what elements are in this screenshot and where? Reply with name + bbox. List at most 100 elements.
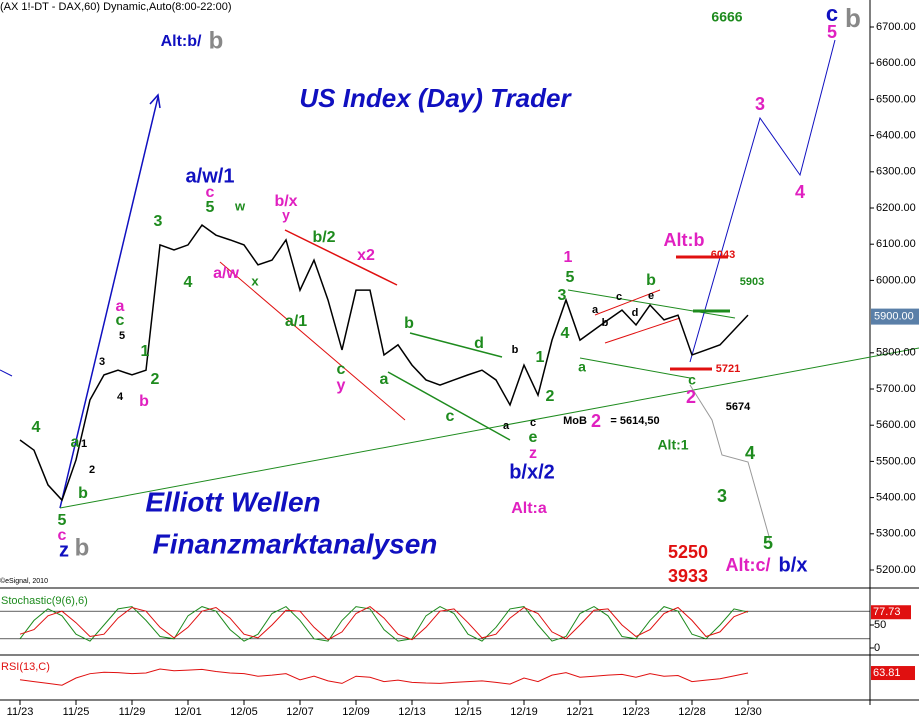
triangle-line xyxy=(567,289,736,319)
wave-label: c xyxy=(337,361,346,378)
wave-label: 4 xyxy=(795,182,805,202)
y-tick-label: 50 xyxy=(874,619,886,631)
x-tick-label: 12/01 xyxy=(174,706,202,718)
wave-label: 3 xyxy=(154,213,163,230)
wave-label: 5 xyxy=(566,269,575,286)
panel-title: Stochastic(9(6),6) xyxy=(1,595,88,607)
wave-label: b/x/2 xyxy=(509,461,555,483)
wave-label: a xyxy=(116,298,125,315)
wave-label: e xyxy=(529,429,538,446)
wave-label: 3933 xyxy=(668,566,708,586)
panel-title: RSI(13,C) xyxy=(1,661,50,673)
wave-label: 5 xyxy=(827,22,837,42)
wave-label: 4 xyxy=(184,274,193,291)
triangle-line xyxy=(579,357,691,379)
y-tick-label: 6400.00 xyxy=(876,130,916,142)
wave-label: c xyxy=(116,312,125,329)
copyright: ©eSignal, 2010 xyxy=(0,577,48,585)
wave-label: 1 xyxy=(141,343,150,360)
wave-label: x xyxy=(251,273,259,288)
wave-label: c xyxy=(206,184,215,201)
wave-label: e xyxy=(648,290,654,302)
y-tick-label: 5200.00 xyxy=(876,564,916,576)
channel-line xyxy=(284,229,398,286)
wave-label: 2 xyxy=(89,464,95,476)
wave-label: Alt:b/ xyxy=(161,33,202,50)
wave-label: 1 xyxy=(81,438,87,450)
wave-label: b/x xyxy=(274,193,297,210)
wave-label: b xyxy=(646,272,656,289)
wave-label: Elliott Wellen xyxy=(145,486,320,517)
wave-label: 5 xyxy=(58,512,67,529)
x-tick-label: 12/28 xyxy=(678,706,706,718)
wave-label: a xyxy=(578,359,586,375)
wave-label: Alt:b xyxy=(664,230,705,250)
y-tick-label: 6700.00 xyxy=(876,21,916,33)
wave-label: 2 xyxy=(591,411,601,431)
y-tick-label: 6200.00 xyxy=(876,202,916,214)
wave-label: 5250 xyxy=(668,542,708,562)
wave-label: 4 xyxy=(561,325,570,342)
arrow-head xyxy=(149,93,161,109)
y-tick-label: 5600.00 xyxy=(876,419,916,431)
projection xyxy=(689,384,771,541)
projection xyxy=(689,39,836,363)
wave-label: = 5614,50 xyxy=(610,415,659,427)
wave-label: b xyxy=(209,27,224,54)
wave-label: a xyxy=(503,420,510,432)
wave-label: a xyxy=(71,434,80,451)
series-line xyxy=(19,606,749,641)
series-line xyxy=(19,605,749,642)
y-tick-label: 6600.00 xyxy=(876,57,916,69)
wave-label: 4 xyxy=(117,391,124,403)
value-marker xyxy=(871,605,911,620)
wave-label: b/2 xyxy=(312,229,335,246)
wave-label: d xyxy=(632,307,639,319)
value-label: 77.73 xyxy=(873,606,901,618)
series-line xyxy=(19,223,749,502)
wave-label: y xyxy=(337,377,346,394)
wave-label: b/x xyxy=(779,554,808,576)
wave-label: a/w xyxy=(213,265,239,282)
wave-label: 5903 xyxy=(740,276,764,288)
wave-label: 6043 xyxy=(711,249,735,261)
value-marker xyxy=(871,666,915,681)
wave-label: Alt:c/ xyxy=(726,555,771,575)
wave-label: Alt:a xyxy=(511,500,547,517)
x-tick-label: 12/09 xyxy=(342,706,370,718)
x-tick-label: 11/23 xyxy=(7,706,34,718)
wave-label: Alt:1 xyxy=(657,437,688,453)
wave-label: y xyxy=(282,207,290,223)
x-tick-label: 11/25 xyxy=(63,706,90,718)
wave-label: 2 xyxy=(546,388,555,405)
y-tick-label: 6000.00 xyxy=(876,274,916,286)
wave-label: 3 xyxy=(717,486,727,506)
chart-header: (AX 1!-DT - DAX,60) Dynamic,Auto(8:00-22… xyxy=(0,1,232,13)
wave-label: c xyxy=(58,527,67,544)
wave-label: d xyxy=(474,335,484,352)
x-tick-label: 12/23 xyxy=(622,706,650,718)
wave-label: x2 xyxy=(357,247,375,264)
y-tick-label: 5800.00 xyxy=(876,347,916,359)
y-tick-label: 5500.00 xyxy=(876,455,916,467)
triangle-line xyxy=(387,371,511,441)
wave-label: 2 xyxy=(686,387,696,407)
wave-label: w xyxy=(234,198,246,213)
wave-label: Finanzmarktanalysen xyxy=(153,528,438,559)
wave-label: a xyxy=(380,371,389,388)
wave-label: 5 xyxy=(763,533,773,553)
wave-label: b xyxy=(139,393,149,410)
wave-label: 6666 xyxy=(711,9,742,25)
wave-label: b xyxy=(404,315,414,332)
wave-label: c xyxy=(446,408,455,425)
wave-label: 5674 xyxy=(726,401,751,413)
wave-label: 1 xyxy=(564,249,573,266)
y-tick-label: 6300.00 xyxy=(876,166,916,178)
wave-label: b xyxy=(75,534,90,561)
wave-label: 3 xyxy=(99,356,105,368)
wave-label: 5 xyxy=(206,199,215,216)
price-label: 5900.00 xyxy=(874,311,914,323)
wave-label: 5 xyxy=(119,330,125,342)
